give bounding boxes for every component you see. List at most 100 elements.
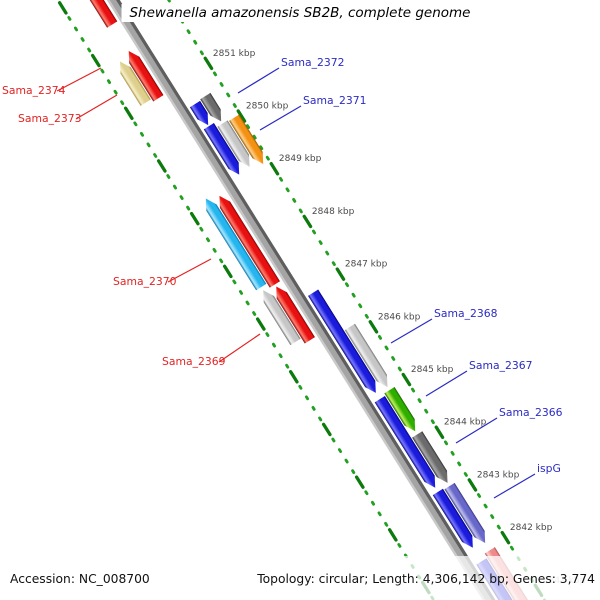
gene-arrow-gene-sama2370[interactable] [205,198,267,291]
major-tick-left [321,422,332,437]
minor-tick-right [483,503,488,509]
feature-label-Sama_2374[interactable]: Sama_2374 [2,84,66,97]
major-tick-right [335,267,346,281]
minor-tick-right [364,313,369,319]
minor-tick-left [87,47,92,53]
gene-arrow-gene-sama2368[interactable] [344,323,388,388]
ruler-label-2842: 2842 kbp [510,523,553,533]
ruler-label-2843: 2843 kbp [477,470,520,480]
gene-arrow-gene-ispg[interactable] [444,482,486,543]
feature-label-Sama_2370[interactable]: Sama_2370 [113,275,177,288]
gene-arrow-gene-blue-long[interactable] [308,289,376,393]
minor-tick-right [245,124,251,129]
gene-arrow-gene-sama2374[interactable] [128,50,164,102]
leader-line-Sama_2367 [425,370,468,397]
page-title: Shewanella amazonensis SB2B, complete ge… [121,4,479,22]
minor-tick-left [212,247,217,253]
feature-label-Sama_2367[interactable]: Sama_2367 [469,359,532,372]
feature-label-ispG[interactable]: ispG [537,462,561,475]
ruler-label-2849: 2849 kbp [279,154,322,164]
minor-tick-right [476,493,482,498]
major-tick-right [500,530,511,545]
minor-tick-left [120,100,125,106]
minor-tick-right [292,197,297,203]
gene-arrow-gene-gray-a[interactable] [217,120,250,167]
minor-tick-left [318,416,323,422]
minor-tick-left [245,300,250,306]
minor-tick-right [167,0,171,3]
gene-arrow-gene-sama2367[interactable] [384,386,416,432]
gene-arrow-gene-sama2366[interactable] [412,431,448,483]
major-tick-right [203,56,214,71]
minor-tick-left [265,332,270,337]
major-tick-left [288,370,299,384]
leader-line-Sama_2369 [218,333,261,363]
minor-tick-left [377,511,382,517]
major-tick-right [236,109,247,123]
minor-tick-right [285,187,290,193]
leader-line-Sama_2370 [167,258,212,283]
minor-tick-left [271,342,277,348]
minor-tick-left [80,37,85,42]
gene-arrow-gene-small-blue[interactable] [189,100,209,126]
major-tick-left [90,53,101,68]
minor-tick-left [139,131,145,137]
gene-arrow-gene-red-mid[interactable] [219,195,280,288]
feature-label-Sama_2368[interactable]: Sama_2368 [434,307,498,320]
minor-tick-right [186,29,191,35]
major-tick-left [189,211,200,226]
ruler-label-2844: 2844 kbp [444,418,487,428]
minor-tick-right [193,39,198,45]
ruler-label-2845: 2845 kbp [411,365,454,375]
minor-tick-right [265,155,270,161]
ruler-label-2850: 2850 kbp [246,102,289,112]
minor-tick-right [397,366,402,372]
leader-line-Sama_2373 [75,94,118,120]
feature-label-Sama_2369[interactable]: Sama_2369 [162,355,226,368]
minor-tick-left [397,543,402,548]
minor-tick-right [232,103,237,108]
gene-arrow-gene-blue-2[interactable] [374,395,436,488]
minor-tick-right [391,356,396,361]
major-tick-right [368,320,379,334]
minor-tick-left [384,521,389,527]
feature-label-Sama_2373[interactable]: Sama_2373 [18,112,81,125]
gene-arrow-gene-blue-3[interactable] [432,488,473,548]
minor-tick-right [410,387,416,393]
minor-tick-right [417,398,422,404]
gene-arrow-gene-sama2369[interactable] [263,290,301,346]
accession-text: Accession: NC_008700 [10,572,150,586]
gene-arrow-gene-big-blue[interactable] [203,123,240,175]
genome-backbone-track [115,0,496,600]
minor-tick-right [219,82,224,87]
gene-arrow-gene-top-red[interactable] [77,0,118,28]
genome-backbone-track [106,0,486,600]
minor-tick-left [205,237,211,243]
major-tick-left [57,1,68,15]
gene-arrow-gene-sama2372[interactable] [200,92,222,122]
minor-tick-right [259,145,264,151]
minor-tick-right [358,303,363,309]
gene-arrow-gene-sama2371[interactable] [229,114,264,165]
minor-tick-right [457,461,462,467]
minor-tick-right [424,408,429,414]
major-tick-right [302,214,313,229]
minor-tick-right [311,229,317,235]
leader-line-Sama_2368 [390,318,433,344]
major-tick-left [123,106,134,120]
feature-label-Sama_2372[interactable]: Sama_2372 [281,56,344,69]
major-tick-left [387,528,398,542]
minor-tick-right [344,282,350,288]
gene-arrow-gene-red-low[interactable] [276,286,315,344]
minor-tick-left [67,16,72,21]
minor-tick-left [100,68,105,74]
gene-arrow-gene-sama2373[interactable] [119,61,151,106]
minor-tick-right [252,134,257,140]
feature-label-Sama_2371[interactable]: Sama_2371 [303,94,366,107]
major-tick-left [354,475,365,489]
minor-tick-right [226,92,231,98]
leader-line-ispG [493,473,536,499]
feature-label-Sama_2366[interactable]: Sama_2366 [499,406,563,419]
minor-tick-right [384,345,389,351]
leader-line-Sama_2366 [455,417,498,444]
